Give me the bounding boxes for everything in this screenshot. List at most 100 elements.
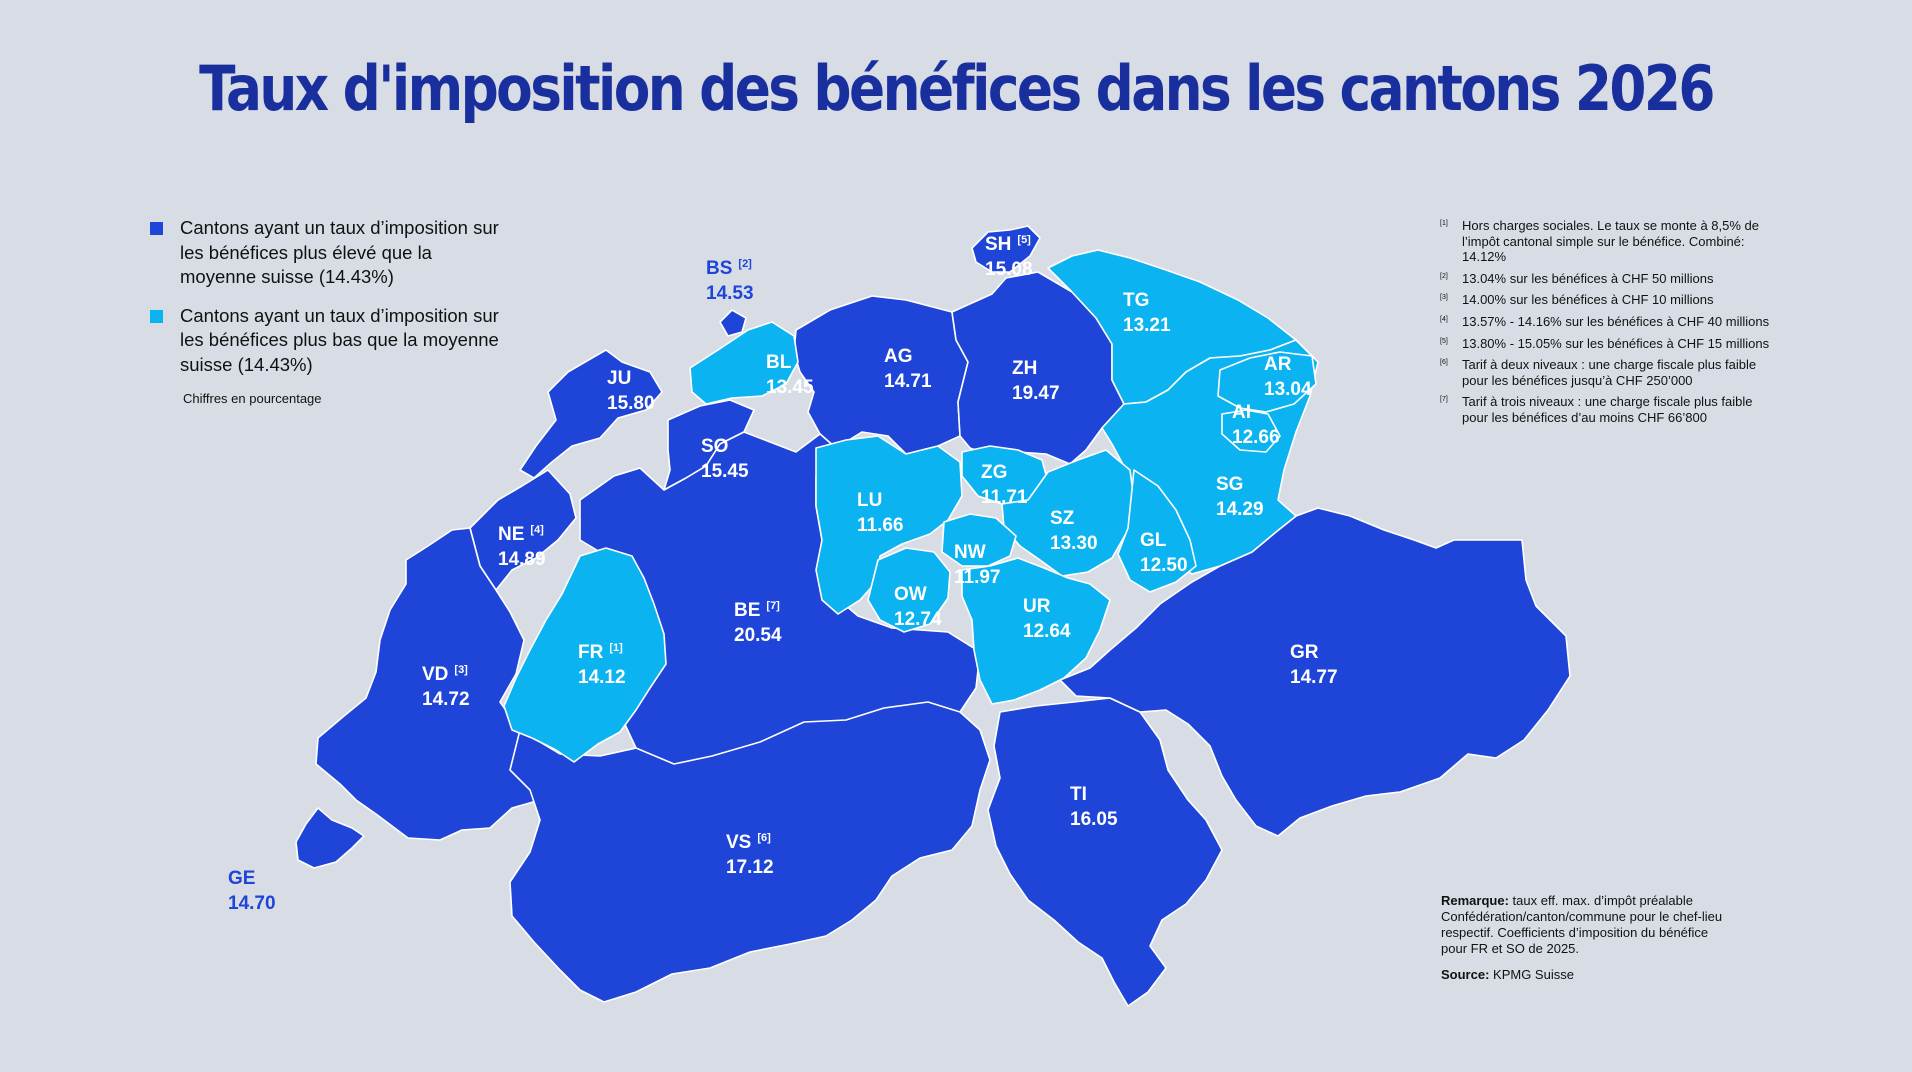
- canton-shape-ag: [793, 295, 969, 455]
- canton-value-ti: 16.05: [1070, 809, 1118, 830]
- footnote: [1] Hors charges sociales. Le taux se mon…: [1440, 218, 1780, 265]
- canton-footnote-ref: [1]: [609, 642, 623, 654]
- footnote-ref: [3]: [1440, 294, 1448, 302]
- canton-label-ur: UR: [1023, 596, 1051, 617]
- canton-code: SG: [1216, 474, 1243, 495]
- canton-label-gr: GR: [1290, 642, 1319, 663]
- canton-label-sg: SG: [1216, 474, 1243, 495]
- canton-value-gr: 14.77: [1290, 667, 1338, 688]
- canton-shape-ur: [961, 557, 1111, 705]
- canton-shape-ar: [1217, 351, 1317, 413]
- canton-label-ar: AR: [1264, 354, 1292, 375]
- footnote-text: Tarif à trois niveaux : une charge fisca…: [1462, 394, 1753, 425]
- source: Source: KPMG Suisse: [1441, 967, 1731, 983]
- footnote-text: Tarif à deux niveaux : une charge fiscal…: [1462, 357, 1757, 388]
- canton-label-sh: SH [5]: [985, 234, 1031, 255]
- canton-label-ne: NE [4]: [498, 524, 544, 545]
- canton-code: SZ: [1050, 508, 1075, 529]
- canton-value-tg: 13.21: [1123, 315, 1171, 336]
- canton-label-nw: NW: [954, 542, 986, 563]
- canton-label-sz: SZ: [1050, 508, 1075, 529]
- footnote-ref: [6]: [1440, 359, 1448, 367]
- canton-shape-bs: [719, 309, 747, 337]
- canton-value-gl: 12.50: [1140, 555, 1188, 576]
- canton-value-ju: 15.80: [607, 393, 655, 414]
- canton-value-vd: 14.72: [422, 689, 470, 710]
- legend-swatch-above-average: [150, 222, 163, 235]
- canton-value-ne: 14.89: [498, 549, 546, 570]
- canton-label-gl: GL: [1140, 530, 1167, 551]
- canton-value-lu: 11.66: [857, 515, 904, 536]
- canton-code: LU: [857, 490, 882, 511]
- footnote: [5] 13.80% - 15.05% sur les bénéfices à C…: [1440, 336, 1780, 352]
- canton-label-lu: LU: [857, 490, 882, 511]
- canton-code: SO: [701, 436, 728, 457]
- canton-label-ti: TI: [1070, 784, 1087, 805]
- legend-item-above-average: Cantons ayant un taux d’imposition sur l…: [150, 216, 510, 290]
- canton-label-fr: FR [1]: [578, 642, 623, 663]
- canton-value-ge: 14.70: [228, 893, 276, 914]
- canton-shape-zh: [951, 271, 1125, 465]
- canton-code: OW: [894, 584, 927, 605]
- canton-value-ow: 12.74: [894, 609, 942, 630]
- footnote-ref: [4]: [1440, 315, 1448, 323]
- footnote-ref: [2]: [1440, 272, 1448, 280]
- canton-shape-ow: [867, 547, 951, 633]
- source-label: Source:: [1441, 967, 1490, 982]
- canton-label-be: BE [7]: [734, 600, 780, 621]
- canton-footnote-ref: [6]: [757, 832, 771, 844]
- canton-value-ai: 12.66: [1232, 427, 1280, 448]
- legend-label-above-average: Cantons ayant un taux d’imposition sur l…: [180, 217, 499, 287]
- canton-code: AR: [1264, 354, 1292, 375]
- canton-value-nw: 11.97: [954, 567, 1001, 588]
- canton-value-so: 15.45: [701, 461, 749, 482]
- canton-shape-ai: [1221, 409, 1281, 453]
- canton-value-bs: 14.53: [706, 283, 754, 304]
- footnotes: [1] Hors charges sociales. Le taux se mon…: [1440, 218, 1780, 432]
- footnote: [4] 13.57% - 14.16% sur les bénéfices à C…: [1440, 314, 1780, 330]
- canton-label-so: SO: [701, 436, 728, 457]
- canton-value-ag: 14.71: [884, 371, 932, 392]
- canton-value-bl: 13.45: [766, 377, 814, 398]
- remark: Remarque: taux eff. max. d’impôt préalab…: [1441, 893, 1731, 957]
- remark-block: Remarque: taux eff. max. d’impôt préalab…: [1441, 893, 1731, 983]
- canton-code: GL: [1140, 530, 1167, 551]
- canton-value-fr: 14.12: [578, 667, 626, 688]
- canton-code: TI: [1070, 784, 1087, 805]
- footnote-text: 13.57% - 14.16% sur les bénéfices à CHF …: [1462, 313, 1770, 329]
- canton-label-bl: BL: [766, 352, 792, 373]
- canton-label-bs: BS [2]: [706, 258, 752, 279]
- canton-value-zh: 19.47: [1012, 383, 1060, 404]
- legend-label-below-average: Cantons ayant un taux d’imposition sur l…: [180, 304, 499, 375]
- footnote-text: 13.04% sur les bénéfices à CHF 50 millio…: [1462, 270, 1714, 286]
- canton-value-vs: 17.12: [726, 857, 774, 878]
- canton-value-sg: 14.29: [1216, 499, 1264, 520]
- canton-code: NW: [954, 542, 986, 563]
- footnote: [3] 14.00% sur les bénéfices à CHF 10 mil…: [1440, 292, 1780, 308]
- canton-shape-ge: [295, 807, 365, 869]
- canton-shape-ju: [519, 349, 663, 479]
- canton-shape-nw: [941, 513, 1017, 567]
- canton-code: ZH: [1012, 358, 1037, 379]
- canton-code: UR: [1023, 596, 1051, 617]
- canton-label-vd: VD [3]: [422, 664, 468, 685]
- page-title: Taux d'imposition des bénéfices dans les…: [199, 52, 1715, 125]
- canton-footnote-ref: [2]: [738, 258, 752, 270]
- canton-code: AG: [884, 346, 913, 367]
- canton-code: ZG: [981, 462, 1007, 483]
- canton-code: TG: [1123, 290, 1149, 311]
- footnote: [6] Tarif à deux niveaux : une charge fis…: [1440, 357, 1780, 388]
- legend-item-below-average: Cantons ayant un taux d’imposition sur l…: [150, 304, 510, 378]
- canton-footnote-ref: [3]: [454, 664, 468, 676]
- source-text: KPMG Suisse: [1489, 967, 1574, 982]
- canton-footnote-ref: [7]: [766, 600, 780, 612]
- canton-label-ai: AI: [1232, 402, 1251, 423]
- footnote-text: 13.80% - 15.05% sur les bénéfices à CHF …: [1462, 335, 1770, 351]
- legend: Cantons ayant un taux d’imposition sur l…: [150, 216, 510, 406]
- canton-shape-gl: [1117, 469, 1197, 593]
- legend-swatch-below-average: [150, 309, 163, 323]
- footnote-ref: [7]: [1440, 396, 1448, 404]
- canton-value-ur: 12.64: [1023, 621, 1071, 642]
- canton-code: JU: [607, 368, 631, 389]
